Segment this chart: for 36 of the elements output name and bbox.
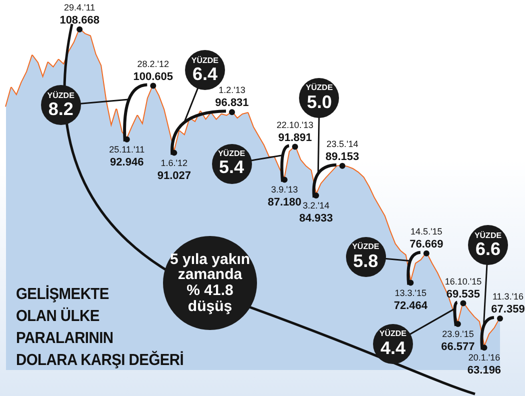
annotation: 25.11.'11	[109, 144, 145, 154]
annotation: 20.1.'16	[468, 352, 500, 363]
data-label: 89.153	[326, 150, 360, 163]
data-label: 108.668	[60, 14, 100, 26]
annotation: 3.9.'13	[271, 184, 298, 195]
annotation: 22.10.'13	[276, 120, 314, 130]
data-label: 76.669	[410, 238, 444, 250]
annotation: 28.2.'12	[137, 58, 170, 69]
data-label: 91.891	[278, 132, 312, 144]
annotation: YÜZDE 5.4	[218, 149, 246, 178]
annotation: 1.6.'12	[160, 158, 188, 168]
data-label: 84.933	[299, 212, 333, 224]
data-label: 63.196	[467, 364, 502, 377]
annotation: YÜZDE 5.0	[306, 83, 333, 112]
annotation: 23.9.'15	[442, 328, 474, 339]
annotation: 1.2.'13	[218, 85, 246, 96]
annotation: 23.5.'14	[326, 138, 358, 149]
annotation: 11.3.'16	[492, 291, 524, 302]
annotation: 13.3.'15	[394, 288, 427, 298]
data-label: 72.464	[394, 300, 428, 312]
annotation: YÜZDE 6.6	[474, 230, 502, 260]
data-label: 87.180	[268, 196, 302, 209]
annotation: 16.10.'15	[444, 276, 482, 286]
data-label: 100.605	[133, 70, 174, 83]
annotation: 14.5.'15	[410, 226, 442, 236]
data-label: 96.831	[215, 97, 249, 110]
data-label: 66.577	[441, 340, 475, 353]
annotation: 3.2.'14	[302, 200, 330, 210]
data-label: 91.027	[157, 170, 191, 182]
data-label: 92.946	[110, 156, 144, 168]
annotation: YÜZDE 6.4	[191, 56, 219, 84]
annotation: YÜZDE 5.8	[352, 242, 380, 270]
annotation: YÜZDE 8.2	[47, 90, 74, 120]
annotation: YÜZDE 4.4	[379, 329, 407, 358]
text: 29.4.'11	[64, 2, 96, 12]
data-label: 67.359	[491, 303, 525, 316]
